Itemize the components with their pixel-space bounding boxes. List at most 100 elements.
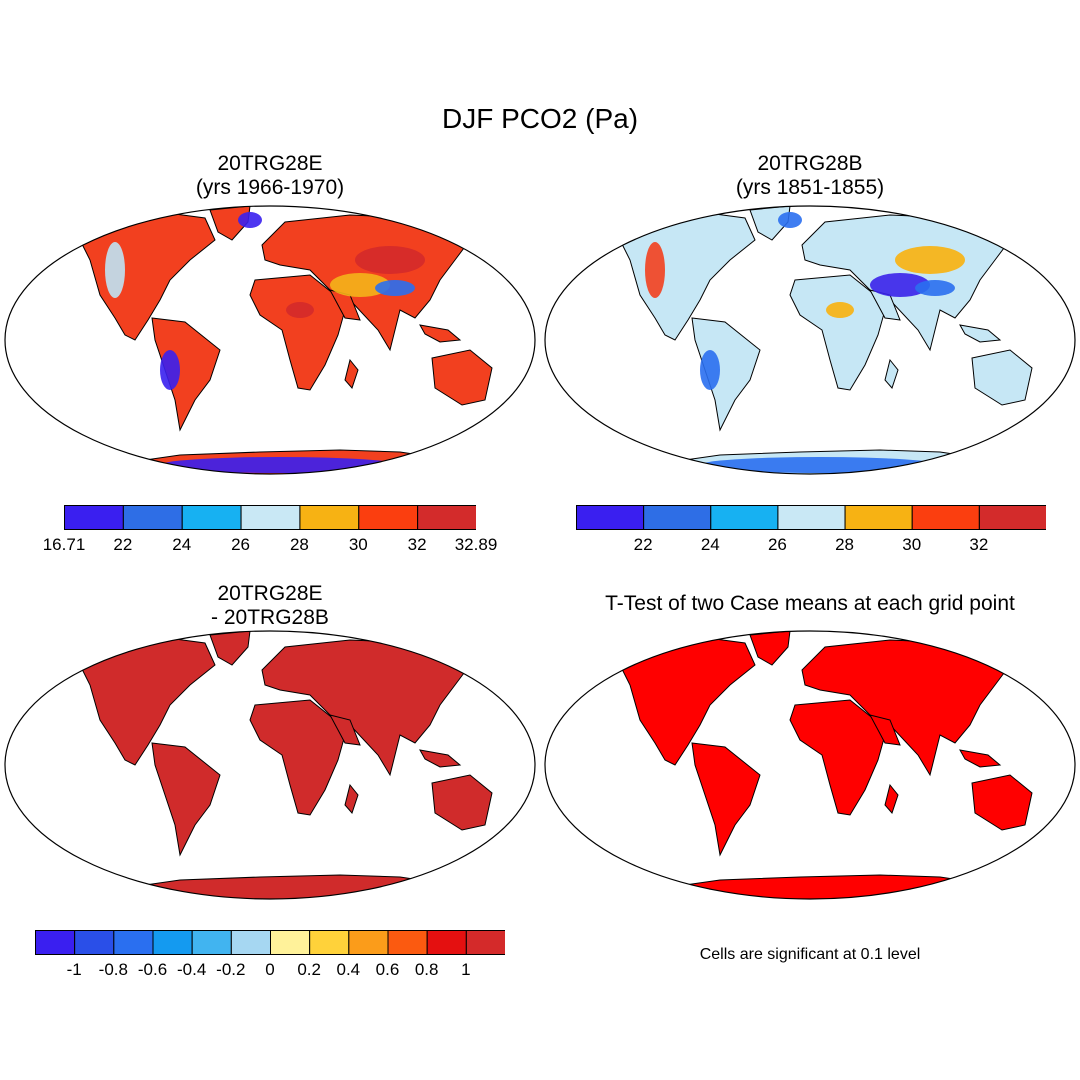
land-madagascar bbox=[344, 783, 359, 814]
value-patch-0 bbox=[330, 273, 390, 297]
map-border-ttest bbox=[544, 630, 1076, 900]
colorbar-case2-labels: 22 24 26 28 30 32 bbox=[576, 535, 1046, 557]
colorbar-case2-swatch-5 bbox=[911, 505, 980, 530]
colorbar-diff-swatch-8 bbox=[348, 930, 389, 955]
land-australia bbox=[431, 774, 493, 831]
panel-title-case2-line1: 20TRG28B bbox=[757, 152, 863, 175]
map-panel-diff bbox=[4, 630, 536, 900]
colorbar-case2-label-2: 26 bbox=[767, 535, 787, 554]
land-namerica bbox=[74, 211, 216, 341]
map-content-case2 bbox=[545, 206, 1075, 474]
land-indonesia bbox=[419, 749, 462, 768]
value-patch-2 bbox=[238, 212, 262, 228]
colorbar-diff-swatch-6 bbox=[270, 930, 311, 955]
map-content-case1 bbox=[5, 206, 535, 474]
colorbar-case2-swatch-6 bbox=[978, 505, 1046, 530]
land-indonesia bbox=[959, 749, 1002, 768]
value-patch-4 bbox=[700, 350, 720, 390]
map-border-case2 bbox=[544, 205, 1076, 475]
colorbar-diff-label-6: 0.2 bbox=[297, 960, 321, 979]
colorbar-diff-label-9: 0.8 bbox=[414, 960, 439, 979]
colorbar-diff-swatch-3 bbox=[152, 930, 193, 955]
colorbar-case1-swatch-2 bbox=[181, 505, 242, 530]
colorbar-case1-swatch-0 bbox=[64, 505, 124, 530]
panel-title-case1-line1: 20TRG28E bbox=[217, 152, 323, 175]
colorbar-diff-label-10: 1 bbox=[461, 960, 471, 979]
colorbar-case2-swatch-0 bbox=[576, 505, 645, 530]
colorbar-diff-swatch-2 bbox=[113, 930, 154, 955]
land-namerica bbox=[614, 211, 756, 341]
panel-title-case2: 20TRG28B (yrs 1851-1855) bbox=[640, 152, 980, 200]
map-border-diff bbox=[4, 630, 536, 900]
land-samerica bbox=[691, 317, 761, 432]
colorbar-case1-label-1: 22 bbox=[113, 535, 133, 554]
colorbar-case1-label-6: 32 bbox=[407, 535, 427, 554]
land-indonesia bbox=[419, 324, 462, 343]
colorbar-diff-swatch-4 bbox=[191, 930, 232, 955]
colorbar-case1 bbox=[64, 505, 476, 530]
value-patch-5 bbox=[286, 302, 314, 318]
panel-title-case1: 20TRG28E (yrs 1966-1970) bbox=[100, 152, 440, 200]
colorbar-case2-swatch-3 bbox=[777, 505, 846, 530]
land-namerica bbox=[74, 636, 216, 766]
land-samerica bbox=[151, 317, 221, 432]
colorbar-case1-label-2: 24 bbox=[172, 535, 192, 554]
value-patch-1 bbox=[355, 246, 425, 274]
value-patches-case1 bbox=[105, 212, 425, 473]
colorbar-diff-label-2: -0.6 bbox=[137, 960, 168, 979]
colorbar-diff-swatch-10 bbox=[426, 930, 467, 955]
value-patch-3 bbox=[645, 242, 665, 298]
colorbar-case2-label-4: 30 bbox=[902, 535, 922, 554]
colorbar-diff-swatch-11 bbox=[465, 930, 505, 955]
panel-title-case1-line2: (yrs 1966-1970) bbox=[195, 176, 345, 199]
land-madagascar bbox=[884, 783, 899, 814]
colorbar-case1-swatch-1 bbox=[122, 505, 183, 530]
land-australia bbox=[971, 349, 1033, 406]
colorbar-diff-label-1: -0.8 bbox=[98, 960, 128, 979]
colorbar-case2-swatch-1 bbox=[643, 505, 712, 530]
value-patch-1 bbox=[895, 246, 965, 274]
map-panel-case2 bbox=[544, 205, 1076, 475]
colorbar-case2-swatch-2 bbox=[710, 505, 779, 530]
colorbar-case1-labels: 16.71 22 24 26 28 30 32 32.89 bbox=[43, 535, 498, 557]
colorbar-diff-label-7: 0.4 bbox=[336, 960, 361, 979]
panel-title-diff-line2: - 20TRG28B bbox=[211, 606, 329, 629]
colorbar-case2-swatch-4 bbox=[844, 505, 913, 530]
land-australia bbox=[971, 774, 1033, 831]
colorbar-case1-swatch-4 bbox=[299, 505, 360, 530]
colorbar-case2-label-0: 22 bbox=[633, 535, 653, 554]
map-content-ttest bbox=[545, 631, 1075, 899]
colorbar-diff-swatch-0 bbox=[35, 930, 76, 955]
value-patch-4 bbox=[160, 350, 180, 390]
colorbar-case1-swatch-5 bbox=[358, 505, 419, 530]
land-indonesia bbox=[959, 324, 1002, 343]
value-patch-3 bbox=[105, 242, 125, 298]
colorbar-diff-label-5: 0 bbox=[265, 960, 275, 979]
colorbar-case1-label-0: 16.71 bbox=[42, 535, 86, 554]
colorbar-case1-label-4: 28 bbox=[289, 535, 309, 554]
colorbar-case1-swatch-3 bbox=[240, 505, 301, 530]
colorbar-diff bbox=[35, 930, 505, 955]
land-samerica bbox=[151, 742, 221, 857]
land-samerica bbox=[691, 742, 761, 857]
value-patch-2 bbox=[778, 212, 802, 228]
colorbar-case2 bbox=[576, 505, 1046, 530]
colorbar-diff-label-8: 0.6 bbox=[375, 960, 400, 979]
colorbar-diff-swatch-5 bbox=[230, 930, 271, 955]
land-madagascar bbox=[344, 358, 359, 389]
colorbar-diff-label-3: -0.4 bbox=[177, 960, 207, 979]
map-panel-ttest bbox=[544, 630, 1076, 900]
colorbar-case2-label-3: 28 bbox=[835, 535, 855, 554]
land-arabia bbox=[869, 714, 901, 746]
land-australia bbox=[431, 349, 493, 406]
main-title: DJF PCO2 (Pa) bbox=[441, 103, 639, 134]
value-patch-5 bbox=[826, 302, 854, 318]
value-patch-7 bbox=[375, 280, 415, 296]
panel-title-diff: 20TRG28E - 20TRG28B bbox=[100, 582, 440, 630]
colorbar-case1-label-7: 32.89 bbox=[454, 535, 498, 554]
map-border-case1 bbox=[4, 205, 536, 475]
panel-title-case2-line2: (yrs 1851-1855) bbox=[735, 176, 885, 199]
land-madagascar bbox=[884, 358, 899, 389]
panel-title-diff-line1: 20TRG28E bbox=[217, 582, 323, 605]
colorbar-diff-label-4: -0.2 bbox=[216, 960, 246, 979]
